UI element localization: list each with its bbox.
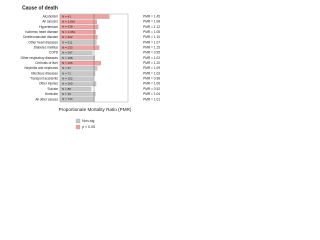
category-label: Transport accidents [30, 77, 58, 81]
category-label: Alcoholism [43, 14, 59, 18]
category-label: Diabetes mellitus [34, 45, 59, 49]
category-label: Suicide [48, 87, 59, 91]
value-label: PMR = 1.03 [143, 71, 160, 75]
category-label: Hypertension [39, 25, 58, 29]
value-label: PMR = 0.95 [143, 51, 160, 55]
count-label: N = 233 [62, 45, 73, 49]
count-label: N = 1,954 [62, 30, 75, 34]
category-label: Homicide [45, 92, 59, 96]
legend-label: Non-sig [82, 119, 94, 123]
legend-swatch [75, 118, 81, 124]
value-label: PMR = 1.04 [143, 92, 160, 96]
value-label: PMR = 0.92 [143, 87, 160, 91]
count-label: N = 126 [62, 61, 73, 65]
value-label: PMR = 1.15 [143, 45, 160, 49]
bar [59, 86, 92, 92]
chart: Cause of death Proportionate Mortality R… [21, 5, 160, 130]
value-label: PMR = 1.12 [143, 25, 160, 29]
category-label: Ischemic heart disease [25, 30, 58, 34]
count-label: N = 209 [62, 82, 73, 86]
category-label: All cancers [42, 20, 58, 24]
category-label: Nephritis and nephrosis [25, 66, 59, 70]
count-label: N = 2,816 [62, 20, 75, 24]
category-label: Infectious diseases [31, 71, 59, 75]
count-label: N = 611 [62, 40, 73, 44]
bar [59, 19, 97, 24]
value-label: PMR = 1.20 [143, 61, 160, 65]
value-label: PMR = 1.08 [143, 20, 160, 24]
bar [59, 61, 101, 66]
category-label: Other respiratory diseases [21, 56, 59, 60]
x-axis-label: Proportionate Mortality Ratio (PMR) [59, 107, 132, 112]
value-label: PMR = 1.09 [143, 66, 160, 70]
bar [59, 29, 96, 35]
legend-label: p < 0.05 [82, 125, 95, 129]
count-label: N = 41 [62, 14, 71, 18]
bar [59, 71, 96, 76]
count-label: N = 36 [62, 92, 71, 96]
category-label: Cirrhosis of liver [35, 61, 59, 65]
category-label: Cerebrovascular disease [23, 35, 58, 39]
value-label: PMR = 1.01 [143, 97, 160, 101]
category-label: Other heart diseases [28, 40, 58, 44]
chart-title: Cause of death [22, 5, 58, 11]
value-label: PMR = 0.98 [143, 77, 160, 81]
count-label: N = 402 [62, 35, 73, 39]
value-label: PMR = 1.10 [143, 35, 160, 39]
legend-swatch [75, 124, 81, 130]
bar [59, 81, 97, 87]
bar [59, 14, 110, 19]
count-label: N = 188 [62, 56, 73, 60]
value-label: PMR = 1.05 [143, 30, 160, 34]
count-label: N = 152 [62, 77, 73, 81]
category-label: Other injuries [39, 82, 58, 86]
bar [59, 24, 99, 30]
value-label: PMR = 1.02 [143, 56, 160, 60]
count-label: N = 71 [62, 71, 71, 75]
bar [59, 35, 98, 40]
bar [59, 66, 98, 71]
value-label: PMR = 1.45 [143, 14, 160, 18]
count-label: N = 138 [62, 25, 73, 29]
bar [59, 76, 94, 81]
count-label: N = 744 [62, 97, 73, 101]
category-label: COPD [49, 51, 59, 55]
count-label: N = 297 [62, 51, 73, 55]
bar [59, 97, 95, 102]
value-label: PMR = 1.06 [143, 82, 160, 86]
value-label: PMR = 1.07 [143, 40, 160, 44]
bar [59, 50, 93, 55]
category-label: All other causes [35, 97, 58, 101]
bar [59, 55, 95, 61]
bar [59, 92, 96, 97]
bar [59, 45, 100, 50]
count-label: N = 88 [62, 87, 71, 91]
bar [59, 40, 97, 45]
count-label: N = 97 [62, 66, 71, 70]
